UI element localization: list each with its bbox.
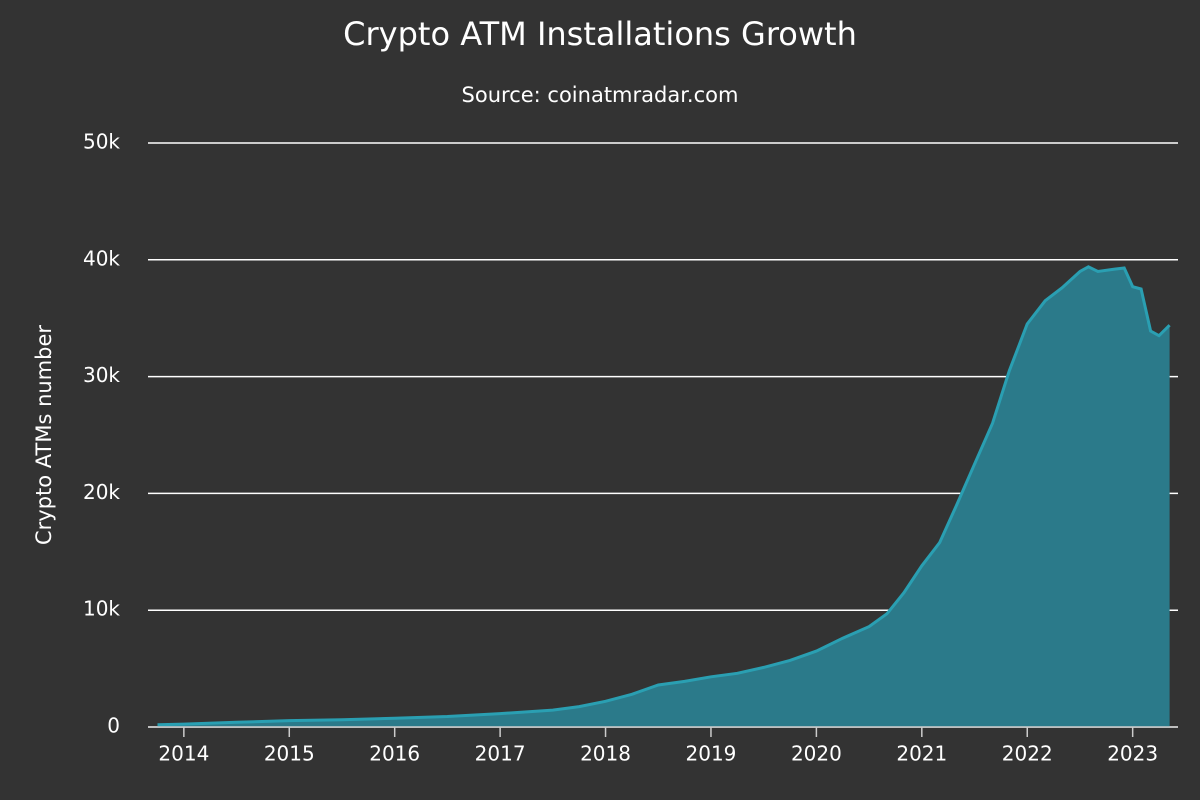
y-tick-label: 30k: [83, 363, 120, 387]
x-tick-label: 2023: [1107, 742, 1158, 766]
x-tick-label: 2019: [686, 742, 737, 766]
chart-subtitle: Source: coinatmradar.com: [462, 83, 739, 107]
x-tick-label: 2018: [580, 742, 631, 766]
x-tick-label: 2015: [264, 742, 315, 766]
x-tick-label: 2020: [791, 742, 842, 766]
x-tick-label: 2021: [896, 742, 947, 766]
area-line: [157, 265, 1171, 727]
x-tick-label: 2014: [158, 742, 209, 766]
x-tick-label: 2022: [1002, 742, 1053, 766]
x-tick-label: 2016: [369, 742, 420, 766]
y-tick-label: 40k: [83, 246, 120, 270]
area: [157, 266, 1170, 727]
y-tick-label: 10k: [83, 597, 120, 621]
y-tick-label: 20k: [83, 480, 120, 504]
y-tick-label: 0: [107, 714, 120, 738]
x-tick-label: 2017: [475, 742, 526, 766]
chart-title: Crypto ATM Installations Growth: [343, 15, 857, 53]
y-axis-label: Crypto ATMs number: [32, 325, 56, 545]
y-tick-label: 50k: [83, 130, 120, 154]
